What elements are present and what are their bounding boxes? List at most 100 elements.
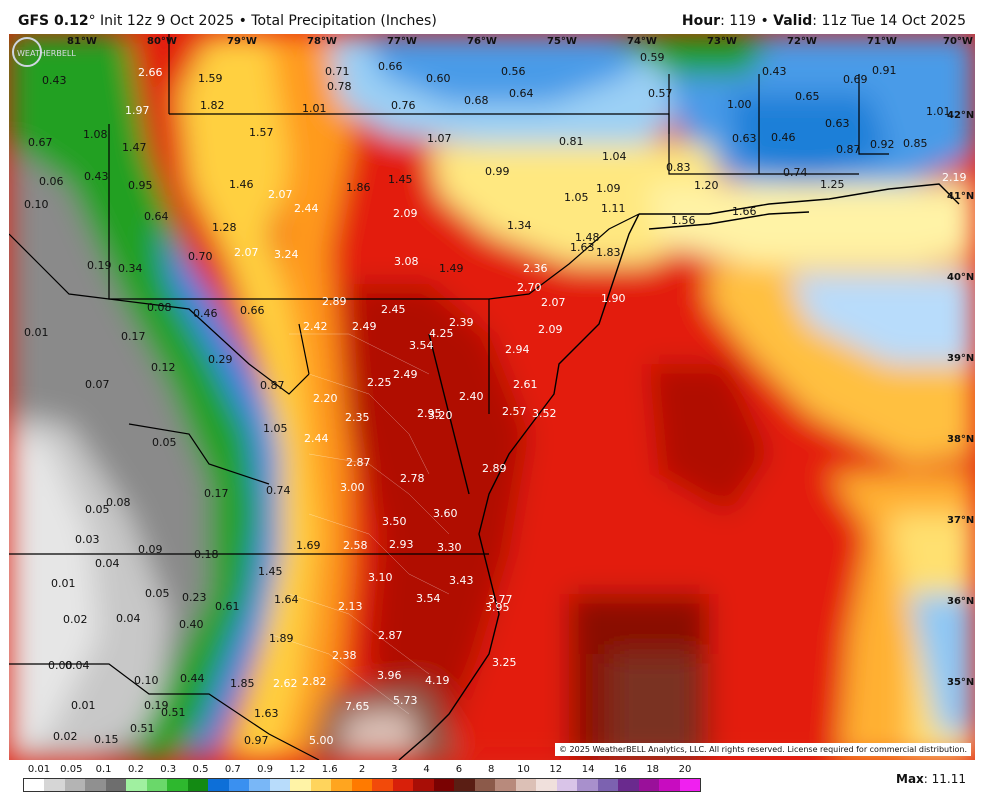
precip-value-label: 0.85 [903,137,928,150]
precip-value-label: 0.10 [24,198,49,211]
precip-value-label: 1.09 [596,182,621,195]
precip-value-label: 2.87 [378,629,403,642]
legend-label: 4 [423,764,430,775]
precip-value-label: 0.40 [179,618,204,631]
precip-value-label: 2.09 [393,207,418,220]
precip-value-label: 0.05 [152,436,177,449]
precip-value-label: 3.30 [437,541,462,554]
legend-swatch [64,779,86,791]
precip-value-label: 0.51 [161,706,186,719]
precip-value-label: 3.24 [274,248,299,261]
lat-tick: 41°N [947,191,974,202]
legend-swatch [392,779,414,791]
precip-value-label: 1.25 [820,178,845,191]
precip-value-label: 3.60 [433,507,458,520]
legend-label: 0.05 [60,764,83,775]
legend-swatch [105,779,127,791]
legend-swatch [85,779,106,791]
precip-value-label: 1.59 [198,72,223,85]
lon-tick: 71°W [867,36,897,47]
latitude-ticks: 42°N 41°N 40°N 39°N 38°N 37°N 36°N 35°N [947,110,974,688]
precip-value-label: 0.60 [426,72,451,85]
legend-swatch [577,779,598,791]
precip-value-label: 0.74 [783,166,808,179]
longitude-ticks: 81°W 80°W 79°W 78°W 77°W 76°W 75°W 74°W … [67,36,973,47]
precip-value-label: 1.11 [601,202,626,215]
valid-separator: • [760,13,769,29]
title-separator: • [238,13,247,29]
precip-value-label: 2.89 [322,295,347,308]
coastline [398,183,960,760]
precip-value-label: 2.39 [449,316,474,329]
precip-value-label: 2.57 [502,405,527,418]
legend-swatch [659,779,680,791]
precip-value-label: 0.43 [84,170,109,183]
precip-value-label: 3.00 [340,481,365,494]
legend-swatch [454,779,475,791]
precip-value-label: 0.04 [65,659,90,672]
legend-swatch [187,779,209,791]
degree-symbol: ° [88,13,96,29]
logo-globe-icon [12,37,42,67]
precip-value-label: 0.19 [87,259,112,272]
precip-value-label: 2.95 [417,407,442,420]
precipitation-map[interactable]: 81°W 80°W 79°W 78°W 77°W 76°W 75°W 74°W … [9,34,975,760]
precip-value-label: 0.00 [48,659,73,672]
precip-value-label: 0.02 [63,613,88,626]
precip-value-label: 2.07 [234,246,259,259]
precip-value-label: 0.08 [106,496,131,509]
precip-value-label: 1.49 [439,262,464,275]
precip-value-label: 0.97 [244,734,269,747]
precip-value-label: 0.44 [180,672,205,685]
precip-value-label: 0.67 [28,136,53,149]
lon-tick: 70°W [943,36,973,47]
precip-value-label: 0.66 [240,304,265,317]
precip-value-label: 0.70 [188,250,213,263]
hour-label: Hour [681,13,721,29]
precip-value-label: 0.69 [843,73,868,86]
lat-tick: 38°N [947,434,974,445]
precip-value-labels: 2.66 1.59 0.43 1.82 1.97 1.01 0.71 0.66 0.78 0.60… [24,51,967,747]
valid-label: Valid [773,13,813,29]
legend-swatch [290,779,311,791]
legend-swatch [495,779,516,791]
legend-label: 0.2 [127,764,144,775]
precip-value-label: 3.50 [382,515,407,528]
legend-label: 0.9 [257,764,274,775]
precip-value-label: 0.17 [204,487,229,500]
precip-value-label: 0.68 [464,94,489,107]
legend-label: 1.2 [289,764,306,775]
precip-value-label: 3.10 [368,571,393,584]
precip-value-label: 0.29 [208,353,233,366]
precip-value-label: 0.66 [378,60,403,73]
precip-value-label: 2.44 [304,432,329,445]
precip-value-label: 0.01 [51,577,76,590]
map-title: GFS 0.12° Init 12z 9 Oct 2025 • Total Pr… [18,8,437,34]
precip-value-label: 2.45 [381,303,406,316]
precip-value-label: 1.97 [125,104,150,117]
precip-value-label: 0.18 [194,548,219,561]
precip-value-label: 2.07 [268,188,293,201]
legend-label: 8 [488,764,495,775]
legend-swatch [44,779,65,791]
legend-swatch [228,779,250,791]
legend-label: 16 [614,764,627,775]
precip-value-label: 0.57 [648,87,673,100]
copyright-notice: © 2025 WeatherBELL Analytics, LLC. All r… [555,743,971,756]
precip-value-label: 2.49 [393,368,418,381]
legend-swatch [413,779,434,791]
lon-tick: 77°W [387,36,417,47]
legend-label: 3 [391,764,398,775]
precip-value-label: 2.38 [332,649,357,662]
precip-value-label: 0.95 [128,179,153,192]
lon-tick: 78°W [307,36,337,47]
precip-value-label: 0.61 [215,600,240,613]
max-label: Max [896,772,924,786]
precip-value-label: 2.66 [138,66,163,79]
precip-value-label: 1.00 [727,98,752,111]
legend-label: 2 [358,764,366,775]
precip-value-label: 2.44 [294,202,319,215]
precip-value-label: 0.08 [147,301,172,314]
lat-tick: 42°N [947,110,974,121]
legend-label: 14 [581,764,595,775]
